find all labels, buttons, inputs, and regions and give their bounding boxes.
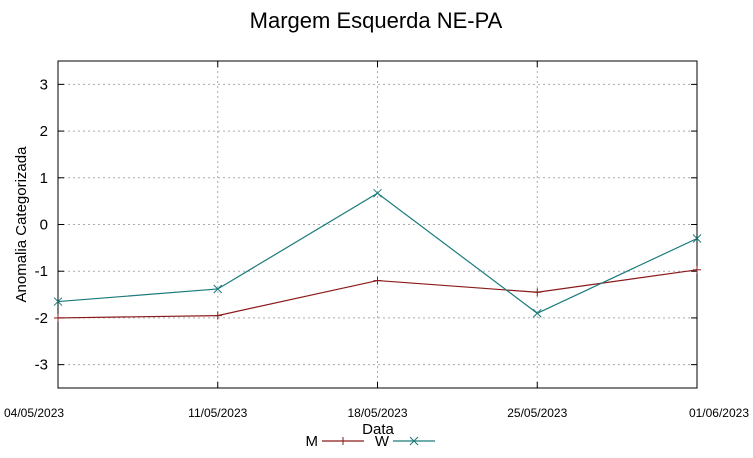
legend-marker-M bbox=[339, 437, 347, 445]
data-point-W bbox=[213, 284, 223, 294]
y-axis-label: Anomalia Categorizada bbox=[13, 146, 30, 303]
data-point-M bbox=[213, 311, 222, 320]
legend-label-M: M bbox=[306, 433, 319, 450]
data-point-W bbox=[53, 297, 63, 306]
series-group bbox=[53, 188, 702, 322]
x-tick-label: 11/05/2023 bbox=[188, 406, 247, 420]
x-tick-label: 04/05/2023 bbox=[4, 406, 64, 420]
x-axis-ticks: 04/05/2023 11/05/2023 18/05/2023 25/05/2023… bbox=[4, 61, 749, 420]
data-point-M bbox=[373, 276, 382, 285]
data-point-M bbox=[693, 265, 701, 274]
data-point-W bbox=[532, 308, 542, 318]
x-tick-label: 25/05/2023 bbox=[507, 406, 567, 420]
data-point-W bbox=[373, 188, 382, 198]
grid-lines bbox=[58, 61, 697, 388]
y-tick-label: 1 bbox=[40, 170, 48, 187]
chart-title: Margem Esquerda NE-PA bbox=[250, 8, 503, 33]
x-tick-label: 18/05/2023 bbox=[347, 406, 407, 420]
x-axis-label: Data bbox=[362, 421, 394, 438]
y-tick-label: 0 bbox=[40, 217, 48, 234]
x-tick-label: 01/06/2023 bbox=[689, 406, 749, 420]
legend-marker-W bbox=[409, 436, 419, 446]
data-point-M bbox=[533, 288, 542, 297]
y-tick-label: -1 bbox=[35, 263, 48, 280]
y-tick-label: -3 bbox=[35, 357, 48, 374]
legend-label-W: W bbox=[375, 433, 390, 450]
data-point-M bbox=[54, 313, 62, 322]
data-point-W bbox=[692, 234, 702, 243]
y-axis-ticks: 3 2 1 0 -1 -2 -3 bbox=[35, 76, 697, 374]
y-tick-label: 2 bbox=[40, 123, 48, 140]
y-tick-label: -2 bbox=[35, 310, 48, 327]
y-tick-label: 3 bbox=[40, 76, 48, 93]
